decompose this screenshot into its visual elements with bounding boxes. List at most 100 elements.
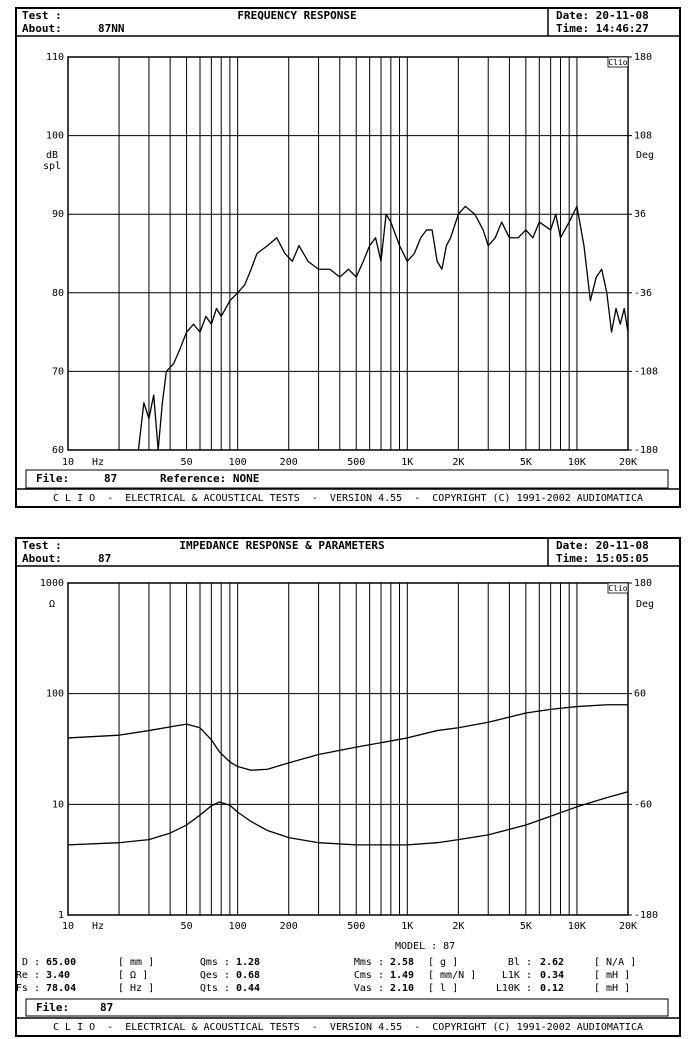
param-label: Bl : (508, 957, 532, 968)
param-unit: [ N/A ] (594, 957, 636, 968)
y-axis-label: dB (46, 150, 58, 161)
param-label: Re : (16, 970, 40, 981)
parameters: D : 65.00 [ mm ] Re : 3.40 [ Ω ] Fs : 78.04 [ Hz… (16, 957, 636, 994)
date: Date: 20-11-08 (556, 539, 649, 552)
param-unit: [ mH ] (594, 983, 630, 994)
param-label: Cms : (354, 970, 384, 981)
file-label: File: (36, 1001, 69, 1014)
y2-tick-label: -60 (634, 799, 652, 810)
y-tick-label: 90 (52, 209, 64, 220)
x-tick-label: 200 (280, 457, 298, 468)
param-unit: [ mm/N ] (428, 970, 476, 981)
param-label: Mms : (354, 957, 384, 968)
file-label: File: (36, 472, 69, 485)
reference: Reference: NONE (160, 472, 259, 485)
x-tick-label: 1K (401, 457, 413, 468)
test-label: Test : (22, 539, 62, 552)
param-value: 0.34 (540, 970, 564, 981)
x-tick-label: 1K (401, 921, 413, 932)
y-axis-label: spl (43, 161, 61, 172)
series-line (137, 205, 629, 451)
file: 87 (100, 1001, 113, 1014)
y-tick-label: 10 (52, 799, 64, 810)
param-value: 2.62 (540, 957, 564, 968)
x-tick-label: 10 (62, 457, 74, 468)
x-tick-label: 20K (619, 457, 637, 468)
chart-title: IMPEDANCE RESPONSE & PARAMETERS (179, 539, 384, 552)
corner-label: Clio (608, 58, 627, 67)
param-label: D : (22, 957, 40, 968)
panel-frame (15, 7, 681, 508)
panel-frame (15, 537, 681, 1037)
x-tick-label: 100 (229, 457, 247, 468)
param-unit: [ Ω ] (118, 970, 148, 981)
series-line (67, 791, 629, 846)
y2-axis-label: Deg (636, 599, 654, 610)
x-tick-label: 50 (181, 921, 193, 932)
corner-box (607, 582, 629, 594)
param-value: 2.10 (390, 983, 414, 994)
param-value: 2.58 (390, 957, 414, 968)
param-value: 0.68 (236, 970, 260, 981)
y2-tick-label: 180 (634, 578, 652, 589)
y2-tick-label: -36 (634, 288, 652, 299)
x-tick-label: 500 (347, 921, 365, 932)
time: Time: 14:46:27 (556, 22, 649, 35)
y-tick-label: 100 (46, 689, 64, 700)
x-tick-label: 10 (62, 921, 74, 932)
param-value: 0.44 (236, 983, 260, 994)
param-unit: [ l ] (428, 983, 458, 994)
y-tick-label: 1000 (40, 578, 64, 589)
date: Date: 20-11-08 (556, 9, 649, 22)
x-tick-label: 500 (347, 457, 365, 468)
y2-tick-label: -108 (634, 366, 658, 377)
x-axis-label: Hz (92, 457, 104, 468)
y2-tick-label: 180 (634, 52, 652, 63)
param-label: L1K : (502, 970, 532, 981)
credits: C L I O - ELECTRICAL & ACOUSTICAL TESTS … (53, 493, 643, 504)
param-unit: [ g ] (428, 957, 458, 968)
param-unit: [ Hz ] (118, 983, 154, 994)
series-line (67, 704, 628, 771)
x-tick-label: 100 (229, 921, 247, 932)
chart-title: FREQUENCY RESPONSE (237, 9, 356, 22)
param-value: 0.12 (540, 983, 564, 994)
y2-tick-label: 108 (634, 131, 652, 142)
param-unit: [ mH ] (594, 970, 630, 981)
model: MODEL : 87 (395, 941, 455, 952)
y-tick-label: 70 (52, 366, 64, 377)
y-tick-label: 110 (46, 52, 64, 63)
y2-tick-label: 60 (634, 689, 646, 700)
about: 87 (98, 552, 111, 565)
y-tick-label: 1 (58, 910, 64, 921)
y2-axis-label: Deg (636, 150, 654, 161)
x-tick-label: 5K (520, 457, 532, 468)
corner-box (607, 56, 629, 68)
corner-label: Clio (608, 584, 627, 593)
param-unit: [ mm ] (118, 957, 154, 968)
time: Time: 15:05:05 (556, 552, 649, 565)
about: 87NN (98, 22, 125, 35)
param-label: Fs : (16, 983, 40, 994)
credits: C L I O - ELECTRICAL & ACOUSTICAL TESTS … (53, 1022, 643, 1033)
param-label: Qms : (200, 957, 230, 968)
x-tick-label: 50 (181, 457, 193, 468)
param-value: 3.40 (46, 970, 70, 981)
x-axis-label: Hz (92, 921, 104, 932)
param-value: 78.04 (46, 983, 76, 994)
x-tick-label: 5K (520, 921, 532, 932)
about-label: About: (22, 552, 62, 565)
param-label: L10K : (496, 983, 532, 994)
y-tick-label: 80 (52, 288, 64, 299)
param-label: Vas : (354, 983, 384, 994)
y-axis-label: Ω (49, 599, 55, 610)
x-tick-label: 10K (568, 921, 586, 932)
param-value: 1.49 (390, 970, 414, 981)
about-label: About: (22, 22, 62, 35)
x-tick-label: 2K (452, 921, 464, 932)
x-tick-label: 20K (619, 921, 637, 932)
x-tick-label: 10K (568, 457, 586, 468)
param-label: Qes : (200, 970, 230, 981)
